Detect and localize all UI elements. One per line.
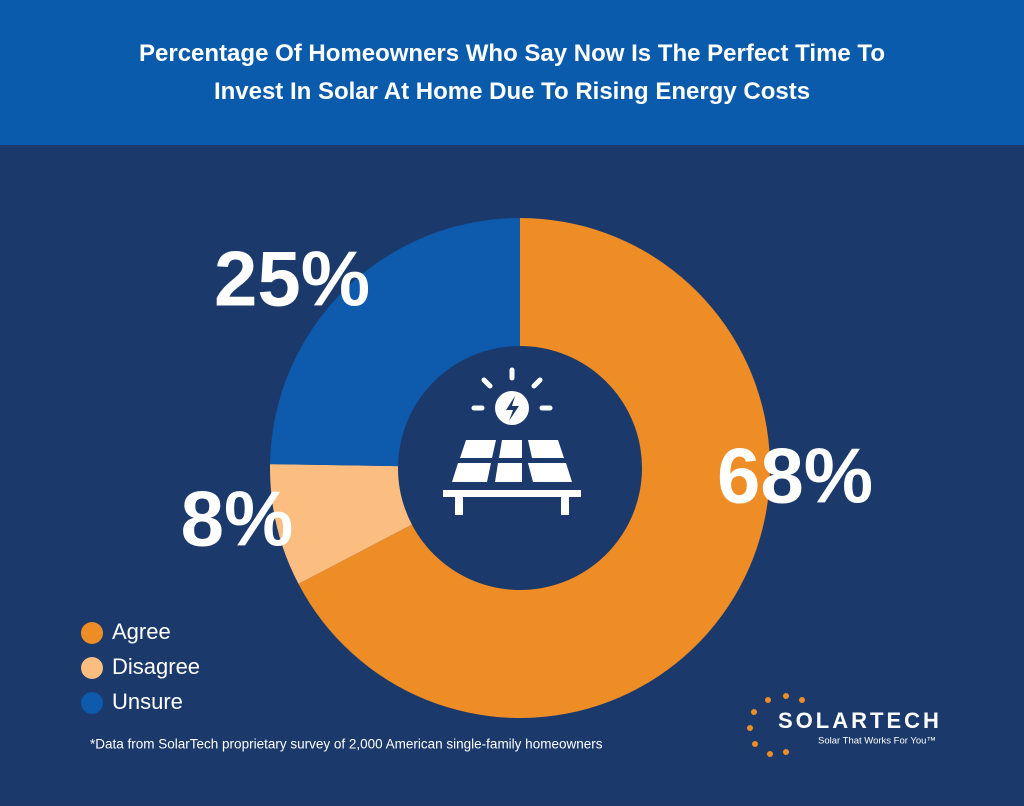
chart-title: Percentage Of Homeowners Who Say Now Is …	[139, 39, 885, 105]
footnote: *Data from SolarTech proprietary survey …	[90, 737, 603, 752]
legend-label: Agree	[112, 619, 171, 644]
donut-slice	[270, 218, 520, 467]
logo: SOLARTECH Solar That Works For You™	[747, 693, 942, 757]
legend-label: Unsure	[112, 689, 183, 714]
value-label: 8%	[181, 475, 294, 563]
legend-marker	[81, 657, 103, 679]
logo-tagline: Solar That Works For You™	[818, 736, 936, 747]
donut-slice	[270, 464, 412, 584]
solar-icon	[443, 367, 581, 515]
legend-marker	[81, 692, 103, 714]
value-label: 68%	[717, 432, 873, 520]
header: Percentage Of Homeowners Who Say Now Is …	[0, 0, 1024, 145]
donut-slice	[298, 218, 770, 718]
legend-marker	[81, 622, 103, 644]
legend-label: Disagree	[112, 654, 200, 679]
value-label: 25%	[214, 235, 370, 323]
logo-name: SOLARTECH	[778, 708, 942, 733]
